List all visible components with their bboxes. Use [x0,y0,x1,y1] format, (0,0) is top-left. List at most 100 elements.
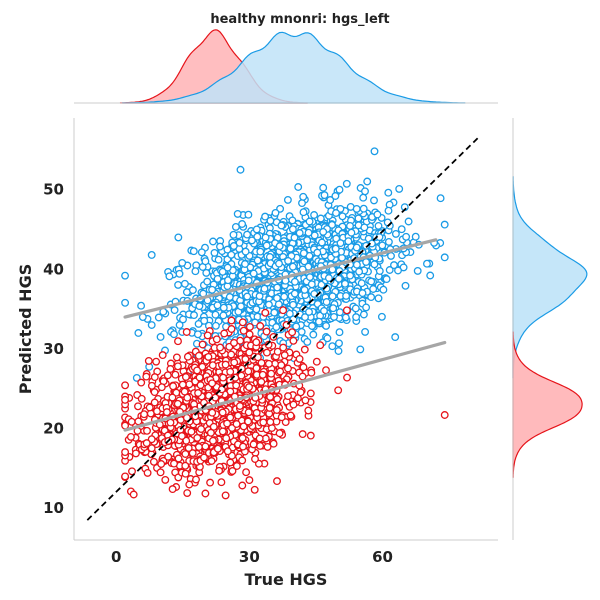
scatter-point [195,302,204,311]
scatter-point [173,362,182,371]
scatter-point [238,434,247,443]
scatter-point [352,204,361,213]
scatter-point [208,379,217,388]
scatter-point [273,395,282,404]
scatter-point [284,392,292,401]
scatter-point [374,221,383,230]
scatter-point [275,429,284,438]
scatter-point [219,373,228,382]
scatter-point [367,293,376,302]
scatter-point [402,232,411,241]
scatter-point [169,382,178,391]
scatter-point [362,258,371,266]
scatter-point [163,371,172,380]
scatter-outlier-point [147,251,156,259]
scatter-point [277,413,286,422]
scatter-point [182,328,191,336]
scatter-outlier-point [121,395,130,404]
scatter-point [168,393,177,402]
scatter-point [181,373,190,381]
scatter-point [359,310,368,319]
scatter-point [262,241,271,250]
scatter-point [208,285,217,294]
scatter-point [319,227,328,236]
scatter-point [251,455,259,463]
scatter-point [181,469,190,478]
scatter-point [385,266,394,274]
scatter-point [272,323,281,331]
scatter-point [194,351,203,360]
scatter-outlier-point [236,165,245,174]
scatter-point [244,367,253,376]
scatter-point [228,467,237,475]
scatter-point [320,306,328,315]
scatter-point [306,389,315,398]
scatter-point [187,427,196,436]
scatter-point [379,285,388,294]
scatter-point [304,228,313,237]
scatter-point [249,269,258,278]
scatter-outlier-point [423,259,431,268]
scatter-point [335,339,343,348]
scatter-point [222,434,231,443]
scatter-point [273,294,281,303]
scatter-point [322,366,330,375]
scatter-point [352,243,361,252]
scatter-point [188,286,197,295]
scatter-point [263,442,272,451]
scatter-point [300,345,309,354]
scatter-point [218,427,227,436]
scatter-point [238,318,247,327]
scatter-point [129,490,138,499]
scatter-point [305,273,314,282]
scatter-point [219,311,228,320]
scatter-point [137,378,146,387]
scatter-point [288,262,297,271]
scatter-point [300,285,309,294]
scatter-point [170,306,179,315]
scatter-point [161,475,170,484]
scatter-point [316,214,325,223]
scatter-point [128,467,136,476]
scatter-point [142,372,151,381]
scatter-point [221,360,230,369]
scatter-point [289,400,298,409]
scatter-point [331,192,340,200]
scatter-point [121,448,130,457]
scatter-outlier-point [440,253,449,262]
scatter-point [360,223,369,232]
scatter-point [181,461,190,470]
scatter-point [252,338,261,347]
scatter-point [335,185,344,194]
x-tick-label: 30 [239,548,260,566]
scatter-point [279,306,288,315]
scatter-point [233,209,242,218]
scatter-point [191,267,200,276]
scatter-point [202,268,211,277]
identity-line [86,137,479,521]
scatter-point [223,419,232,428]
scatter-point [121,472,130,481]
scatter-point [261,308,270,317]
scatter-point [351,304,360,313]
scatter-point [313,248,322,257]
scatter-point [252,225,261,234]
scatter-point [203,331,212,340]
right-marginal [512,176,588,478]
scatter-point [150,373,159,382]
scatter-point [211,310,220,319]
scatter-point [165,272,174,281]
scatter-point [201,489,210,498]
scatter-point [137,394,146,403]
x-axis-ticks: 0 30 60 [111,548,393,566]
scatter-outlier-point [298,430,307,439]
scatter-point [180,279,189,288]
scatter-point [208,408,217,417]
scatter-point [154,313,163,322]
x-tick-label: 60 [372,548,393,566]
scatter-point [201,442,210,451]
scatter-point [397,225,406,234]
scatter-point [361,187,369,196]
scatter-point [335,328,344,337]
scatter-point [290,289,299,298]
